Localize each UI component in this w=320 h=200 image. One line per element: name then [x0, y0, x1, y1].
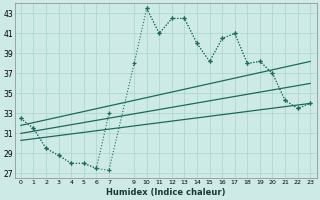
X-axis label: Humidex (Indice chaleur): Humidex (Indice chaleur)	[106, 188, 225, 197]
